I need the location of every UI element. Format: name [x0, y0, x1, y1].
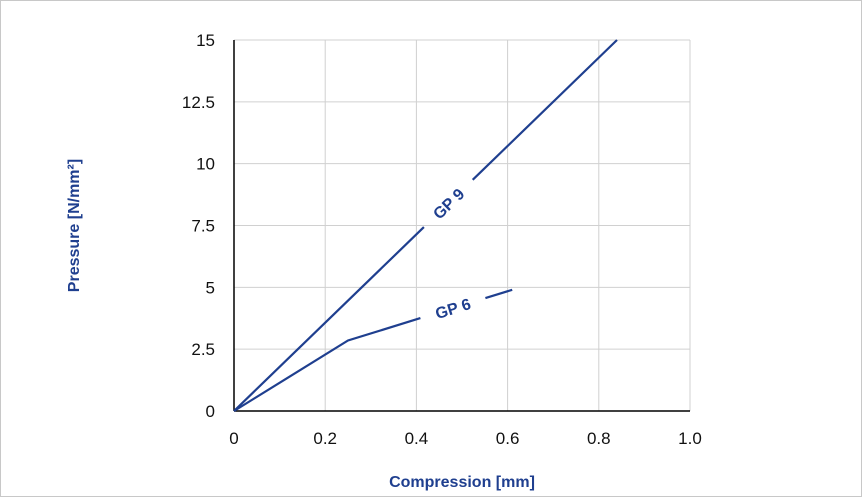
y-tick-label: 10: [196, 155, 215, 174]
series-line-2-a: [233, 317, 421, 412]
y-tick-label: 5: [206, 278, 215, 297]
y-tick-label: 15: [196, 31, 215, 50]
tick-labels: 0 0.2 0.4 0.6 0.8 1.0 0 2.5 5 7.5 10 12.5 15: [182, 31, 702, 448]
series-line-2-b: [485, 288, 513, 300]
x-axis-title: Compression [mm]: [389, 474, 535, 491]
x-tick-label: 0.2: [313, 429, 337, 448]
y-tick-label: 0: [206, 402, 215, 421]
series-label-2: GP 6: [434, 296, 474, 323]
axis-layer: [233, 40, 690, 412]
x-tick-label: 0.4: [405, 429, 429, 448]
y-axis-title: Pressure [N/mm²]: [66, 159, 83, 292]
y-tick-label: 7.5: [191, 217, 215, 236]
series-line-1-a: [233, 226, 425, 412]
x-tick-label: 0.8: [587, 429, 611, 448]
x-tick-label: 0: [229, 429, 238, 448]
series-label-1: GP 9: [430, 186, 468, 223]
y-tick-label: 2.5: [191, 340, 215, 359]
grid-layer: [234, 39, 691, 411]
x-tick-label: 1.0: [678, 429, 702, 448]
y-tick-label: 12.5: [182, 93, 215, 112]
x-tick-label: 0.6: [496, 429, 520, 448]
series-line-1-b: [471, 39, 618, 181]
